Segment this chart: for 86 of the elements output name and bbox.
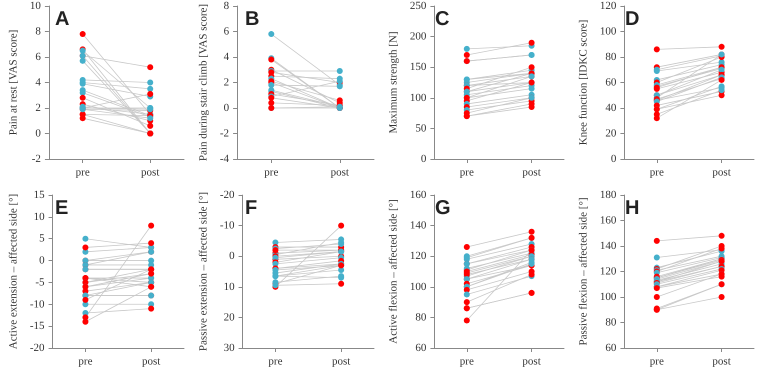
x-tick-label: post bbox=[522, 356, 541, 368]
y-tick-label: -2 bbox=[32, 153, 41, 165]
y-tick-label: 0 bbox=[35, 128, 42, 140]
y-tick-label: -10 bbox=[30, 298, 46, 310]
y-tick-label: 30 bbox=[224, 342, 236, 354]
y-tick-label: 60 bbox=[605, 342, 617, 354]
chart-title: A bbox=[55, 8, 70, 30]
y-tick-label: 80 bbox=[605, 51, 617, 63]
y-tick-label: -15 bbox=[30, 320, 46, 332]
y-axis-title: Pain at rest [VAS score] bbox=[8, 30, 20, 136]
y-tick-label: 60 bbox=[415, 342, 427, 354]
y-tick-label: 10 bbox=[224, 280, 236, 293]
y-tick-label: 80 bbox=[415, 311, 427, 324]
y-tick-label: 8 bbox=[224, 0, 230, 12]
y-tick-label: 120 bbox=[600, 0, 617, 12]
y-axis-title: Passive flexion – affected side [°] bbox=[578, 197, 590, 346]
y-tick-label: 120 bbox=[600, 266, 617, 278]
y-tick-label: 120 bbox=[410, 250, 427, 262]
chart-title: H bbox=[625, 197, 640, 219]
x-tick-label: post bbox=[330, 166, 349, 178]
y-tick-label: 100 bbox=[600, 26, 617, 38]
y-tick-label: 20 bbox=[224, 311, 236, 324]
y-axis-title: Maximum strength [N] bbox=[388, 31, 400, 134]
chart-title: G bbox=[435, 197, 451, 219]
y-tick-label: -2 bbox=[220, 128, 230, 140]
y-tick-label: 160 bbox=[410, 189, 427, 201]
y-tick-label: 60 bbox=[605, 76, 617, 88]
x-tick-label: post bbox=[712, 166, 731, 178]
x-tick-label: pre bbox=[460, 356, 474, 368]
x-tick-label: post bbox=[332, 356, 350, 368]
x-tick-label: pre bbox=[650, 356, 664, 368]
y-tick-label: 0 bbox=[420, 153, 427, 165]
x-tick-label: pre bbox=[78, 356, 93, 368]
y-axis-title: Active flexion – affected side [°] bbox=[388, 199, 400, 344]
y-tick-label: 100 bbox=[410, 280, 427, 293]
y-tick-label: 0 bbox=[229, 250, 236, 262]
y-tick-label: 250 bbox=[410, 0, 427, 12]
x-tick-label: post bbox=[142, 356, 160, 368]
x-tick-label: post bbox=[141, 166, 160, 178]
y-tick-label: 10 bbox=[30, 0, 42, 12]
x-tick-label: post bbox=[522, 166, 541, 178]
y-tick-label: 4 bbox=[224, 51, 230, 63]
y-tick-label: 15 bbox=[34, 189, 46, 201]
y-tick-label: 5 bbox=[39, 232, 46, 245]
chart-title: F bbox=[245, 197, 258, 219]
y-tick-label: 6 bbox=[224, 26, 230, 38]
x-tick-label: pre bbox=[76, 166, 90, 178]
y-tick-label: 10 bbox=[34, 210, 46, 223]
x-tick-label: pre bbox=[264, 166, 278, 178]
y-axis-title: Passive extension – affected side [°] bbox=[198, 192, 210, 352]
y-tick-label: 50 bbox=[415, 122, 427, 134]
y-tick-label: 140 bbox=[410, 220, 427, 232]
y-tick-label: 160 bbox=[600, 214, 617, 226]
y-tick-label: 2 bbox=[224, 76, 230, 88]
x-tick-label: pre bbox=[650, 166, 664, 178]
y-tick-label: 20 bbox=[605, 128, 617, 140]
y-axis-title: Active extension – affected side [°] bbox=[8, 194, 20, 350]
y-tick-label: 0 bbox=[610, 153, 617, 165]
y-tick-label: 4 bbox=[35, 76, 42, 88]
y-tick-label: 40 bbox=[605, 102, 617, 114]
y-tick-label: 80 bbox=[605, 316, 617, 328]
y-tick-label: 0 bbox=[39, 254, 46, 267]
y-tick-label: 180 bbox=[600, 189, 617, 201]
y-tick-label: 2 bbox=[35, 102, 41, 114]
y-tick-label: -4 bbox=[220, 153, 230, 165]
y-tick-label: -10 bbox=[220, 220, 236, 232]
chart-title: B bbox=[245, 8, 260, 30]
y-axis-title: Pain during stair climb [VAS score] bbox=[198, 4, 210, 162]
y-tick-label: -5 bbox=[35, 276, 46, 288]
y-tick-label: 8 bbox=[35, 26, 42, 38]
y-tick-label: 100 bbox=[410, 92, 427, 104]
y-axis-title: Knee function [IDKC score] bbox=[578, 20, 590, 146]
chart-title: E bbox=[55, 197, 68, 219]
y-tick-label: 0 bbox=[224, 102, 230, 114]
y-tick-label: 100 bbox=[600, 291, 617, 303]
y-tick-label: 140 bbox=[600, 240, 617, 252]
chart-title: C bbox=[435, 8, 450, 30]
y-tick-label: 6 bbox=[35, 51, 42, 63]
y-tick-label: -20 bbox=[30, 342, 46, 354]
y-tick-label: 150 bbox=[410, 61, 427, 74]
y-tick-label: 200 bbox=[410, 30, 427, 43]
y-tick-label: -20 bbox=[220, 189, 236, 202]
chart-title: D bbox=[625, 8, 640, 30]
x-tick-label: post bbox=[712, 356, 731, 368]
x-tick-label: pre bbox=[460, 166, 474, 178]
x-tick-label: pre bbox=[268, 356, 283, 368]
